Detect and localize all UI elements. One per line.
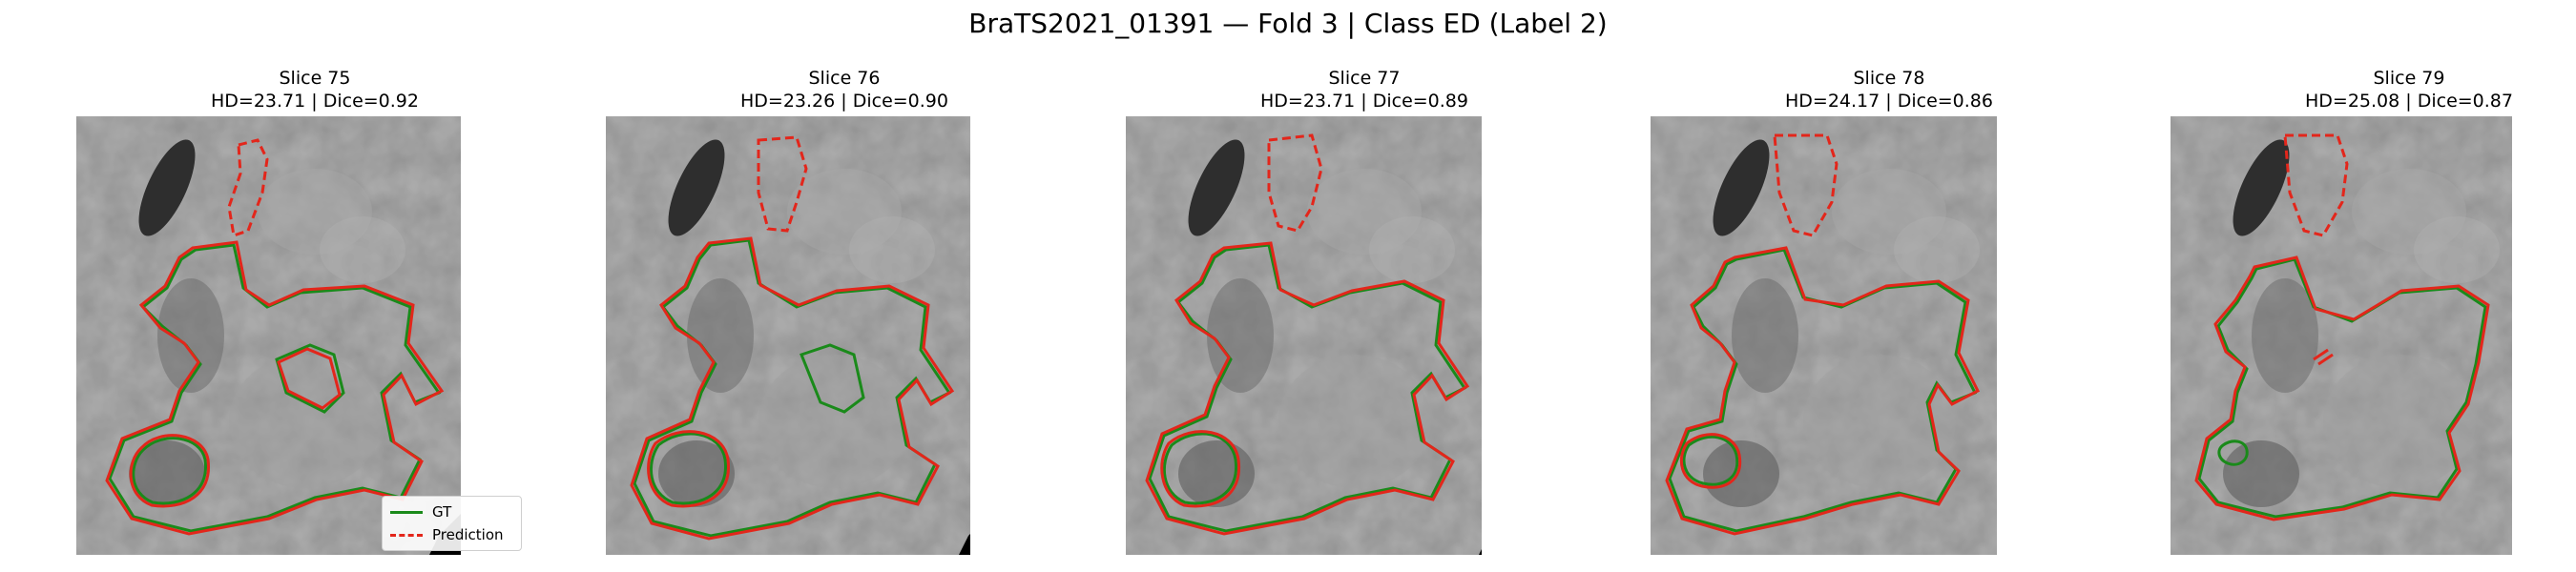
slice-label: Slice 75 [279, 68, 351, 89]
segmentation-overlay [606, 116, 970, 555]
segmentation-overlay [2171, 116, 2512, 555]
metrics-label: HD=25.08 | Dice=0.87 [2305, 91, 2513, 112]
mri-slice-image [1126, 116, 1482, 555]
prediction-contour [630, 236, 955, 541]
slice-label: Slice 76 [808, 68, 881, 89]
legend-item-gt: GT [390, 501, 451, 522]
metrics-label: HD=23.26 | Dice=0.90 [740, 91, 948, 112]
segmentation-overlay [76, 116, 461, 555]
metrics-label: HD=24.17 | Dice=0.86 [1785, 91, 1993, 112]
mri-slice-image [2171, 116, 2512, 555]
figure-title: BraTS2021_01391 — Fold 3 | Class ED (Lab… [968, 8, 1608, 39]
gt-line-swatch [390, 510, 423, 514]
mri-slice-image [606, 116, 970, 555]
prediction-false-positive [2283, 133, 2349, 237]
segmentation-overlay [1126, 116, 1482, 555]
slice-label: Slice 77 [1328, 68, 1401, 89]
prediction-false-positive [1267, 133, 1323, 233]
legend-label-gt: GT [432, 503, 452, 521]
slice-panel-78: Slice 78 HD=24.17 | Dice=0.86 [1651, 67, 2128, 562]
slice-panel-76: Slice 76 HD=23.26 | Dice=0.90 [606, 67, 1083, 562]
slice-label: Slice 79 [2373, 68, 2445, 89]
segmentation-overlay [1651, 116, 1997, 555]
prediction-false-positive [757, 135, 808, 233]
prediction-false-positive [227, 138, 269, 237]
slice-panel-77: Slice 77 HD=23.71 | Dice=0.89 [1126, 67, 1603, 562]
metrics-label: HD=23.71 | Dice=0.92 [211, 91, 419, 112]
prediction-contour [105, 240, 445, 536]
panel-title: Slice 79 HD=25.08 | Dice=0.87 [2171, 67, 2576, 112]
gt-contour [2197, 257, 2487, 519]
panel-title: Slice 77 HD=23.71 | Dice=0.89 [1126, 67, 1603, 112]
prediction-contour [1665, 246, 1981, 536]
legend-item-prediction: Prediction [390, 524, 504, 545]
panel-title: Slice 78 HD=24.17 | Dice=0.86 [1651, 67, 2128, 112]
legend: GT Prediction [382, 496, 522, 551]
slice-label: Slice 78 [1853, 68, 1925, 89]
slice-panel-79: Slice 79 HD=25.08 | Dice=0.87 [2171, 67, 2576, 562]
prediction-contour [2194, 255, 2490, 521]
slice-panel-75: Slice 75 HD=23.71 | Dice=0.92 GT Pred [76, 67, 553, 562]
prediction-contour [1145, 241, 1470, 536]
prediction-false-positive [1773, 133, 1839, 237]
prediction-line-swatch [390, 533, 423, 537]
mri-slice-image [76, 116, 461, 555]
metrics-label: HD=23.71 | Dice=0.89 [1260, 91, 1468, 112]
panel-title: Slice 75 HD=23.71 | Dice=0.92 [76, 67, 553, 112]
mri-slice-image [1651, 116, 1997, 555]
legend-label-prediction: Prediction [432, 526, 504, 543]
panel-title: Slice 76 HD=23.26 | Dice=0.90 [606, 67, 1083, 112]
